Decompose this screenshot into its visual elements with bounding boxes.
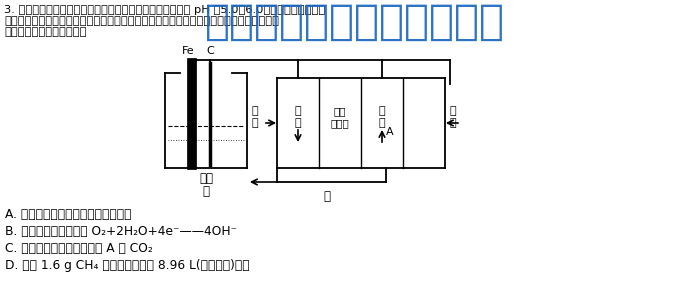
Text: C: C — [206, 46, 214, 56]
Text: 燘融
碳酸盐: 燘融 碳酸盐 — [330, 106, 349, 128]
Text: 电
极: 电 极 — [295, 106, 301, 128]
Text: Fe: Fe — [182, 46, 195, 56]
Text: 甲
烷: 甲 烷 — [252, 106, 258, 128]
Text: A: A — [386, 127, 393, 137]
Text: D. 消耗 1.6 g CH₄ 时，碳电极生成 8.96 L(标准状况)气体: D. 消耗 1.6 g CH₄ 时，碳电极生成 8.96 L(标准状况)气体 — [5, 259, 250, 272]
Text: C. 乙池工作时，循环的物质 A 为 CO₂: C. 乙池工作时，循环的物质 A 为 CO₂ — [5, 242, 153, 255]
Text: 微信公众号关注：趣找答案: 微信公众号关注：趣找答案 — [205, 1, 505, 43]
Text: 污水: 污水 — [199, 172, 213, 185]
Text: 空
气: 空 气 — [449, 106, 456, 128]
Text: B. 乙池的正极反应式为 O₂+2H₂O+4e⁻——4OH⁻: B. 乙池的正极反应式为 O₂+2H₂O+4e⁻——4OH⁻ — [5, 225, 237, 238]
Text: 电
极: 电 极 — [379, 106, 385, 128]
Text: 气体，胶体吸附污物形成沉淠，气泡把污水中悬浮物带到水面形成浮渣层。下列关于污水处: 气体，胶体吸附污物形成沉淠，气泡把污水中悬浮物带到水面形成浮渣层。下列关于污水处 — [4, 16, 279, 26]
Text: A. 甲装置为电解池，且铁电极为阳极: A. 甲装置为电解池，且铁电极为阳极 — [5, 208, 132, 221]
Text: 理过程的说法，不正确的是: 理过程的说法，不正确的是 — [4, 27, 87, 37]
Text: 3. 某科研小组用图示装置处理污水，方法如下：保持污水的 pH 在5.0～6.0，工作时产生胶体和: 3. 某科研小组用图示装置处理污水，方法如下：保持污水的 pH 在5.0～6.0… — [4, 5, 326, 15]
Text: 乙: 乙 — [324, 190, 331, 203]
Text: 甲: 甲 — [202, 185, 209, 198]
